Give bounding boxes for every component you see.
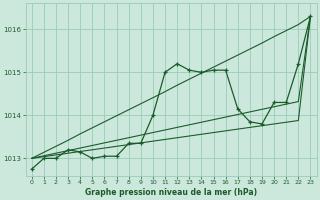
X-axis label: Graphe pression niveau de la mer (hPa): Graphe pression niveau de la mer (hPa) xyxy=(85,188,257,197)
